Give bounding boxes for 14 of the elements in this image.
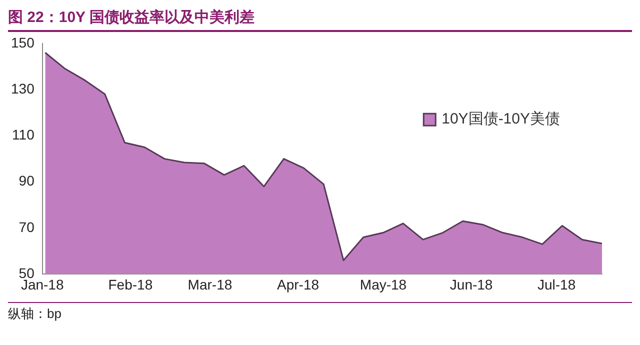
y-tick-label: 70 bbox=[18, 218, 35, 235]
y-tick-label: 90 bbox=[18, 172, 35, 189]
x-tick-label: Jun-18 bbox=[450, 276, 493, 292]
y-tick-label: 150 bbox=[11, 34, 35, 50]
x-tick-label: Jul-18 bbox=[537, 276, 576, 292]
x-tick-label: Feb-18 bbox=[108, 276, 153, 292]
x-tick-label: May-18 bbox=[360, 276, 407, 292]
y-tick-label: 110 bbox=[12, 126, 35, 143]
chart-title: 图 22：10Y 国债收益率以及中美利差 bbox=[8, 8, 632, 32]
x-tick-label: Apr-18 bbox=[277, 276, 320, 292]
x-tick-label: Mar-18 bbox=[188, 276, 232, 292]
legend-label: 10Y国债-10Y美债 bbox=[442, 110, 560, 128]
y-tick-label: 130 bbox=[11, 80, 35, 96]
text: 纵轴：bp bbox=[8, 305, 62, 323]
